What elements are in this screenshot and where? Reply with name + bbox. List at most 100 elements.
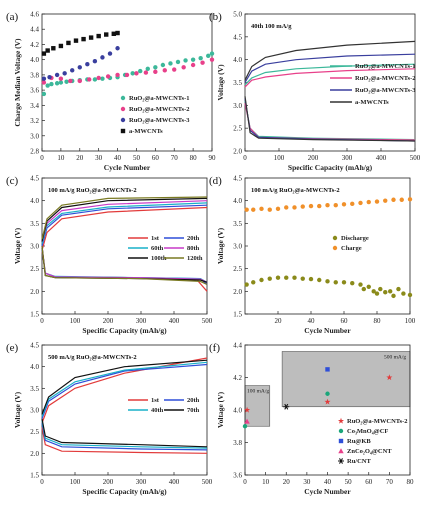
x-tick-label: 300 — [342, 154, 353, 162]
y-tick-label: 3.5 — [233, 220, 242, 228]
x-axis-title: Specific Capacity (mAh/g) — [82, 326, 167, 335]
y-tick-label: 3.5 — [30, 385, 39, 393]
data-point — [105, 74, 111, 79]
y-tick-label: 4.5 — [233, 33, 242, 41]
data-point — [341, 202, 347, 207]
legend-label: Ru@KB — [347, 438, 371, 445]
series-line-charge — [41, 196, 208, 240]
legend-label: RuO₂@a-MWCNTs-2 — [129, 106, 189, 113]
series-line-discharge — [244, 98, 416, 142]
legend-label: Co₃MnO₄@CF — [347, 428, 388, 435]
chart-panel-4: 0 100 200 300 400 500 1.5 2.0 2.5 3.0 3.5 4.0 4.5 Spe… — [6, 342, 213, 497]
y-tick-label: 3.0 — [233, 243, 242, 251]
legend-label: 1st — [151, 235, 160, 242]
legend-marker — [337, 417, 345, 424]
panel-letter: (b) — [209, 11, 222, 23]
y-tick-label: 4.4 — [233, 342, 242, 350]
data-point — [77, 78, 82, 84]
x-axis-title: Specific Capacity (mAh/g) — [82, 487, 167, 496]
data-point — [383, 198, 388, 203]
data-point — [374, 291, 380, 296]
panel-letter: (c) — [6, 175, 19, 187]
y-tick-label: 3.0 — [30, 132, 39, 140]
legend-marker — [332, 245, 338, 251]
x-tick-label: 80 — [190, 154, 198, 162]
y-tick-label: 2.0 — [233, 148, 242, 156]
data-point — [386, 374, 393, 381]
series-line-charge — [41, 202, 208, 244]
data-point — [138, 68, 143, 74]
data-point — [100, 55, 105, 60]
data-point — [244, 282, 249, 287]
series-line-charge — [244, 40, 416, 81]
data-point — [115, 46, 120, 51]
x-tick-label: 400 — [169, 478, 180, 486]
data-point — [47, 74, 52, 80]
data-point — [45, 48, 50, 53]
data-point — [341, 280, 347, 285]
data-point — [358, 200, 363, 206]
panel-annotation: 100 mA/g RuO₂@a-MWCNTs-2 — [251, 187, 340, 194]
y-tick-label: 2.0 — [30, 450, 39, 458]
x-tick-label: 40 — [114, 154, 122, 162]
data-point — [275, 206, 281, 212]
legend-label: RuO₂@a-MWCNTs-2 — [347, 418, 407, 425]
y-tick-label: 4.5 — [233, 175, 242, 183]
panel-letter: (f) — [209, 342, 220, 354]
series-line-discharge — [41, 418, 208, 448]
data-point — [407, 292, 413, 298]
data-point — [111, 31, 116, 36]
data-point — [209, 51, 215, 56]
data-point — [153, 69, 158, 75]
data-point — [200, 60, 205, 65]
y-axis-title: Voltage (V) — [13, 391, 22, 428]
x-tick-label: 60 — [365, 478, 373, 486]
y-tick-label: 4.6 — [30, 11, 39, 19]
data-point — [325, 367, 330, 372]
x-tick-label: 80 — [374, 317, 382, 325]
series-line-discharge — [244, 96, 416, 142]
y-axis-title: Voltage (V) — [216, 391, 225, 428]
x-tick-label: 100 — [274, 154, 285, 162]
data-point — [244, 406, 251, 413]
data-point — [333, 203, 338, 208]
data-point — [145, 66, 150, 72]
y-tick-label: 2.0 — [233, 288, 242, 296]
x-tick-label: 400 — [376, 154, 387, 162]
x-axis-title: Cycle Number — [304, 326, 351, 335]
legend-marker — [120, 106, 126, 112]
data-point — [244, 207, 249, 212]
legend-label: RuO₂@a-MWCNTs-2 — [355, 75, 415, 82]
series-line-charge — [41, 357, 208, 424]
x-tick-label: 70 — [386, 478, 394, 486]
x-axis-title: Cycle Number — [104, 163, 151, 172]
data-point — [292, 275, 297, 280]
legend-label: a-MWCNTs — [129, 128, 163, 135]
y-tick-label: 4.5 — [30, 175, 39, 183]
data-point — [73, 38, 79, 43]
chart-panel-5: 100 mA/g 500 mA/g 0 10 20 30 40 50 60 70 80 3.6 3.8 4… — [209, 342, 414, 497]
x-tick-label: 500 — [202, 317, 213, 325]
y-tick-label: 4.0 — [30, 56, 39, 64]
x-tick-label: 90 — [209, 154, 217, 162]
y-tick-label: 3.5 — [30, 220, 39, 228]
data-point — [41, 80, 47, 85]
y-tick-label: 5.0 — [233, 11, 242, 19]
panel-annotation: 100 mA/g RuO₂@a-MWCNTs-2 — [48, 187, 137, 194]
data-point — [251, 280, 256, 285]
data-point — [175, 59, 181, 65]
x-tick-label: 300 — [136, 317, 147, 325]
y-tick-label: 3.6 — [30, 87, 39, 95]
y-tick-label: 1.5 — [233, 311, 242, 319]
series-line-discharge — [41, 245, 208, 286]
legend-label: 20th — [187, 235, 200, 242]
legend-marker — [120, 117, 126, 123]
x-tick-label: 40 — [324, 478, 332, 486]
data-point — [100, 76, 105, 81]
series-line-discharge — [244, 100, 416, 141]
legend-label: ZnCo₂O₄@CNT — [347, 448, 392, 455]
x-tick-label: 10 — [57, 154, 65, 162]
x-tick-label: 80 — [407, 478, 415, 486]
y-tick-label: 2.5 — [30, 428, 39, 436]
y-axis-title: Voltage (V) — [13, 227, 22, 264]
